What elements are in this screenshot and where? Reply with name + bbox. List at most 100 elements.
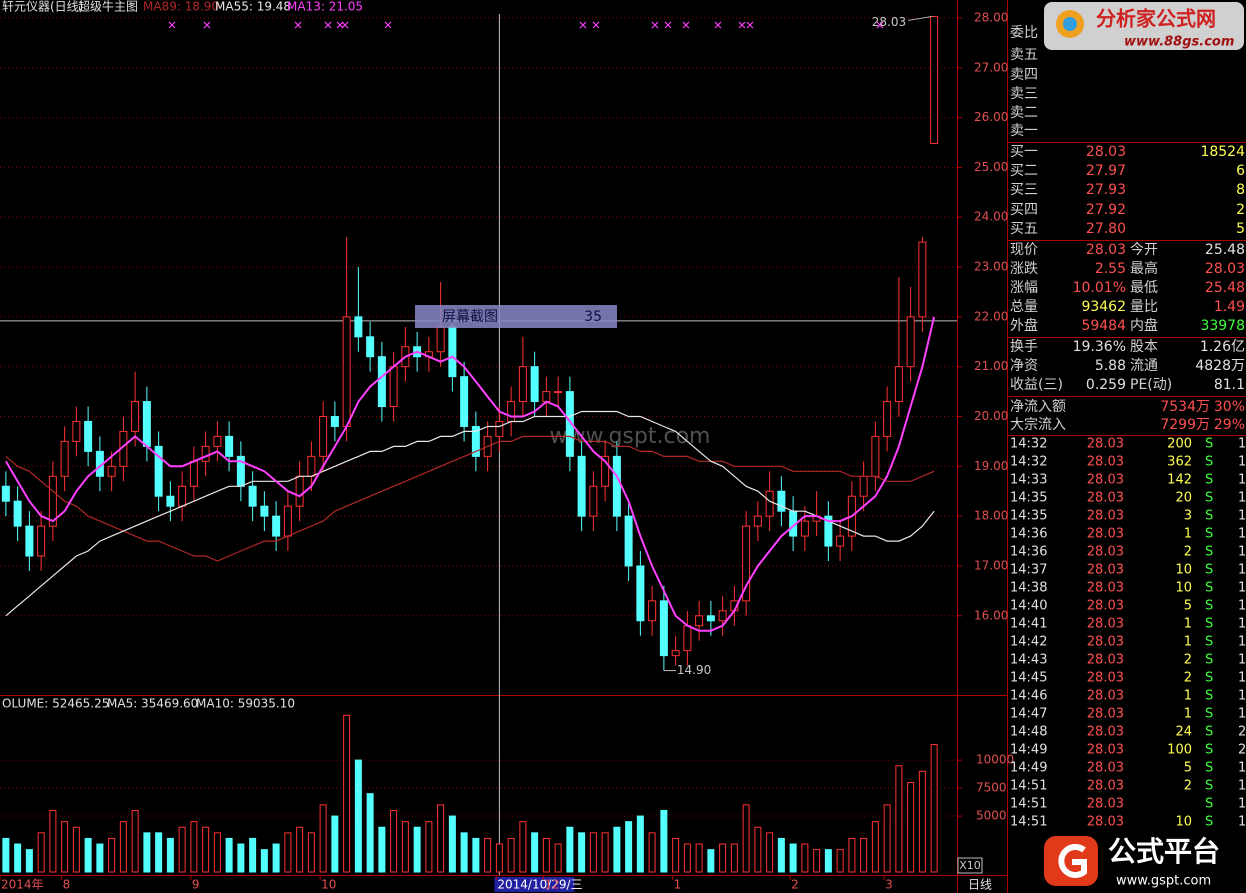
- quote-value: 19.36%: [1073, 339, 1126, 355]
- candle-body: [624, 515, 633, 567]
- volume-bar: [672, 837, 680, 873]
- y-tick-label: 26.00: [974, 110, 1008, 124]
- volume-bar: [766, 832, 774, 873]
- trade-time: 14:49: [1010, 761, 1047, 776]
- period-label: 日线: [968, 878, 992, 892]
- trade-price: 28.03: [1087, 653, 1124, 668]
- volume-bar: [260, 849, 268, 873]
- candle-body: [742, 525, 751, 602]
- trade-side: S: [1205, 671, 1213, 686]
- bid-label: 买二: [1010, 163, 1038, 179]
- candle-body: [554, 391, 563, 394]
- quote-value: 2.55: [1095, 261, 1126, 277]
- bid-label: 买三: [1010, 182, 1038, 198]
- volume-bar: [660, 809, 668, 873]
- volume-bar: [895, 765, 903, 873]
- trade-time: 14:36: [1010, 545, 1047, 560]
- volume-bar: [777, 837, 785, 873]
- trade-time: 14:47: [1010, 707, 1047, 722]
- trade-count: 1: [1238, 437, 1246, 452]
- quote-label: 净资: [1010, 358, 1038, 374]
- zoom-label[interactable]: X10: [959, 859, 981, 872]
- trade-price: 28.03: [1087, 563, 1124, 578]
- volume-bar: [531, 832, 539, 873]
- candle-body: [871, 435, 880, 477]
- candle-body: [930, 15, 939, 144]
- volume-bar: [542, 837, 550, 873]
- x-tick-label: 9: [192, 878, 200, 892]
- x-label-highlight: [494, 877, 575, 892]
- quote-label: 涨幅: [1010, 280, 1038, 296]
- high-marker: [908, 15, 933, 21]
- candle-body: [824, 515, 833, 547]
- x-tick-label: 1: [674, 878, 682, 892]
- trade-count: 1: [1238, 635, 1246, 650]
- ask-label: 卖三: [1010, 86, 1038, 102]
- y-tick-label: 27.00: [974, 60, 1008, 74]
- candle-body: [107, 465, 116, 477]
- trade-price: 28.03: [1087, 635, 1124, 650]
- candle-body: [718, 610, 727, 622]
- volume-bar: [296, 826, 304, 873]
- volume-bar: [119, 821, 127, 873]
- flow-label: 大宗流入: [1010, 417, 1066, 433]
- candle-body: [460, 376, 469, 427]
- bid-label: 买一: [1010, 144, 1038, 160]
- legend-label: MA13: 21.05: [287, 0, 363, 14]
- candle-body: [48, 475, 57, 527]
- volume-bar: [742, 804, 750, 873]
- trade-volume: 2: [1184, 779, 1192, 794]
- ma-line: [5, 435, 935, 562]
- trade-side: S: [1205, 797, 1213, 812]
- candle-body: [37, 525, 46, 557]
- quote-label: 现价: [1010, 242, 1038, 258]
- volume-bar: [848, 837, 856, 873]
- signal-mark: [203, 21, 211, 29]
- volume-bar: [460, 832, 468, 873]
- y-tick-label: 16.00: [974, 608, 1008, 622]
- signal-mark: [384, 21, 392, 29]
- trade-side: S: [1205, 761, 1213, 776]
- quote-label: 股本: [1130, 339, 1158, 355]
- candle-body: [248, 485, 257, 507]
- zoom-box[interactable]: [957, 857, 983, 874]
- trade-count: 1: [1238, 707, 1246, 722]
- trade-time: 14:48: [1010, 725, 1047, 740]
- trade-count: 1: [1238, 455, 1246, 470]
- quote-label: 内盘: [1130, 317, 1158, 334]
- volume-bar: [343, 714, 351, 873]
- y-tick-label: 18.00: [974, 509, 1008, 523]
- volume-bar: [84, 837, 92, 873]
- volume-bar: [448, 815, 456, 873]
- volume-bar: [484, 837, 492, 873]
- trade-price: 28.03: [1087, 437, 1124, 452]
- trade-price: 28.03: [1087, 707, 1124, 722]
- trade-count: 1: [1238, 509, 1246, 524]
- trade-price: 28.03: [1087, 743, 1124, 758]
- quote-value: 1.49: [1214, 299, 1245, 315]
- quote-label: 外盘: [1010, 317, 1038, 334]
- candle-body: [507, 401, 516, 422]
- signal-mark: [664, 21, 672, 29]
- candle-body: [683, 625, 692, 652]
- candle-body: [836, 535, 845, 547]
- volume-bar: [225, 837, 233, 873]
- candle-body: [530, 366, 539, 403]
- candle-body: [753, 515, 762, 527]
- trade-time: 14:35: [1010, 491, 1047, 506]
- candle-body: [589, 485, 598, 517]
- trade-time: 14:37: [1010, 563, 1047, 578]
- y-tick-label: 22.00: [974, 309, 1008, 323]
- ask-label: 卖四: [1010, 67, 1038, 83]
- quote-label: 今开: [1130, 242, 1158, 258]
- volume-bar: [836, 849, 844, 873]
- volume-bar: [824, 849, 832, 873]
- candle-body: [495, 420, 504, 437]
- logo-bg: [1044, 2, 1244, 50]
- volume-bar: [331, 815, 339, 873]
- trade-side: S: [1205, 545, 1213, 560]
- volume-bar: [237, 843, 245, 873]
- trade-volume: 362: [1167, 455, 1192, 470]
- logo-icon: [1044, 836, 1098, 886]
